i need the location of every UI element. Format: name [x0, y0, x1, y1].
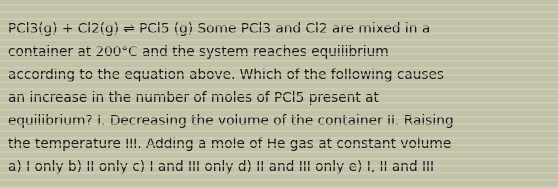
Bar — [0, 24, 558, 27]
Bar — [0, 11, 558, 13]
Bar — [0, 130, 558, 132]
Bar — [0, 32, 558, 34]
Bar — [0, 4, 558, 6]
Bar — [0, 59, 558, 62]
Bar — [0, 136, 558, 139]
Bar — [0, 17, 558, 20]
Bar — [0, 158, 558, 160]
Bar — [0, 108, 558, 111]
Bar — [0, 74, 558, 76]
Text: the temperature III. Adding a mole of He gas at constant volume: the temperature III. Adding a mole of He… — [8, 137, 451, 151]
Bar — [0, 171, 558, 174]
Bar — [0, 151, 558, 153]
Text: PCl3(g) + Cl2(g) ⇌ PCl5 (g) Some PCl3 and Cl2 are mixed in a: PCl3(g) + Cl2(g) ⇌ PCl5 (g) Some PCl3 an… — [8, 22, 430, 36]
Bar — [0, 87, 558, 90]
Bar — [0, 52, 558, 55]
Text: equilibrium? I. Decreasing the volume of the container II. Raising: equilibrium? I. Decreasing the volume of… — [8, 114, 454, 128]
Text: container at 200°C and the system reaches equilibrium: container at 200°C and the system reache… — [8, 45, 389, 59]
Text: an increase in the number of moles of PCl5 present at: an increase in the number of moles of PC… — [8, 91, 379, 105]
Bar — [0, 178, 558, 181]
Bar — [0, 67, 558, 69]
Bar — [0, 45, 558, 48]
Text: a) I only b) II only c) I and III only d) II and III only e) I, II and III: a) I only b) II only c) I and III only d… — [8, 160, 434, 174]
Bar — [0, 186, 558, 188]
Bar — [0, 39, 558, 41]
Bar — [0, 115, 558, 118]
Bar — [0, 143, 558, 146]
Bar — [0, 95, 558, 97]
Text: according to the equation above. Which of the following causes: according to the equation above. Which o… — [8, 68, 444, 82]
Bar — [0, 80, 558, 83]
Bar — [0, 102, 558, 104]
Bar — [0, 123, 558, 125]
Bar — [0, 164, 558, 167]
